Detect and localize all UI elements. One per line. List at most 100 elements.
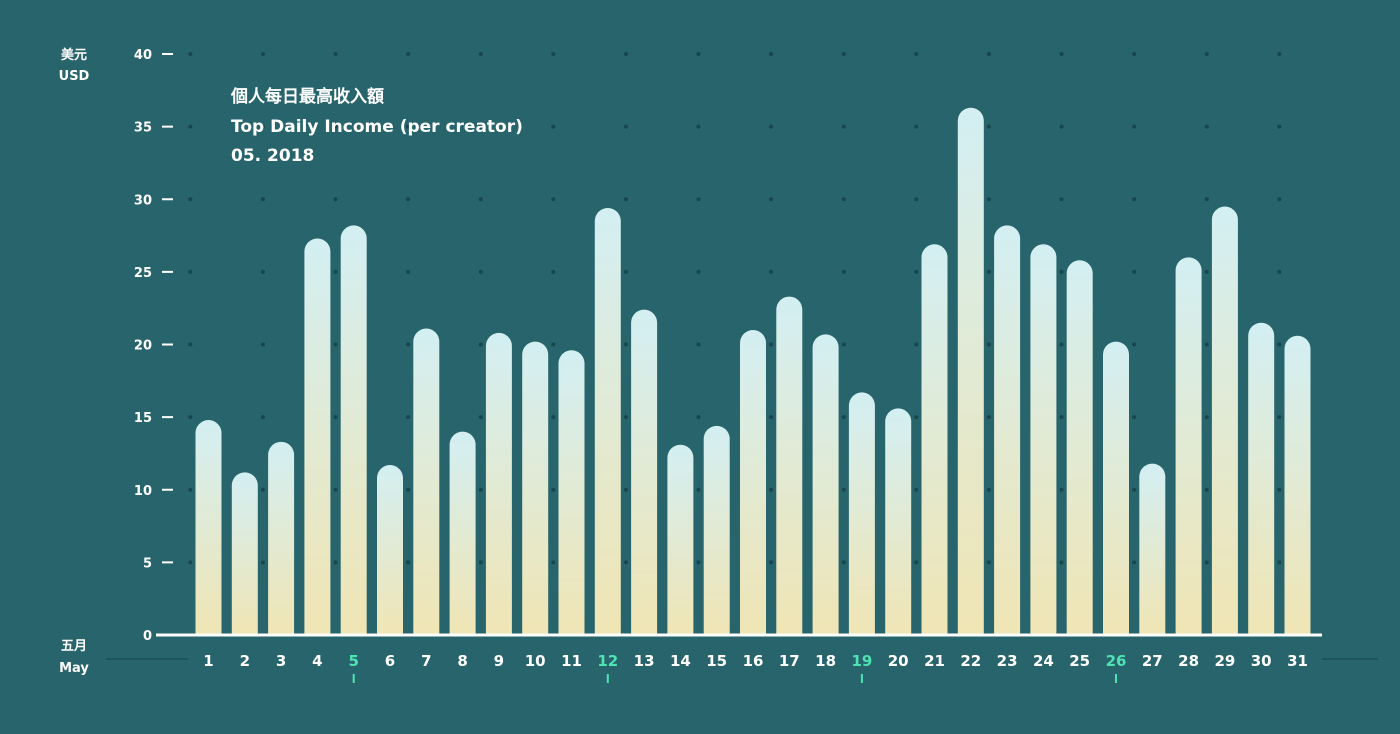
bars — [195, 107, 1311, 636]
x-tick-label: 12 — [597, 652, 618, 670]
bar-day-28 — [1175, 257, 1202, 635]
grid-dot — [1059, 487, 1064, 492]
grid-dot — [841, 52, 846, 56]
bar-day-8 — [449, 431, 476, 635]
bar-day-4 — [304, 238, 331, 635]
grid-dot — [478, 197, 483, 202]
grid-dot — [333, 52, 338, 56]
grid-dot — [914, 415, 919, 420]
x-tick-label: 17 — [779, 652, 800, 670]
grid-dot — [551, 124, 556, 129]
grid-dot — [406, 269, 411, 274]
grid-dot — [769, 124, 774, 129]
y-unit-label: 美元 USD — [59, 47, 90, 84]
grid-dot — [914, 197, 919, 202]
grid-dot — [1132, 342, 1137, 347]
grid-dot — [1059, 52, 1064, 56]
x-tick-label: 10 — [525, 652, 546, 670]
grid-dot — [260, 269, 265, 274]
title-chinese: 個人每日最高收入額 — [230, 86, 384, 107]
bar-day-10 — [522, 341, 549, 635]
x-tick-label: 7 — [421, 652, 431, 670]
title-date: 05. 2018 — [231, 146, 314, 166]
grid-dot — [1059, 560, 1064, 565]
grid-dot — [841, 269, 846, 274]
grid-dot — [333, 269, 338, 274]
grid-dot — [696, 560, 701, 565]
y-tick-label: 20 — [134, 339, 152, 354]
grid-dot — [188, 52, 193, 56]
grid-dot — [1277, 487, 1282, 492]
bar-day-2 — [231, 472, 258, 635]
grid-dot — [1277, 560, 1282, 565]
grid-dot — [624, 124, 628, 129]
x-tick-label: 13 — [634, 652, 655, 670]
bar-day-23 — [994, 225, 1021, 635]
grid-dot — [551, 197, 556, 202]
grid-dot — [696, 52, 701, 56]
y-tick-label: 40 — [134, 48, 152, 63]
grid-dot — [333, 560, 338, 565]
grid-dot — [260, 342, 265, 347]
bar-day-6 — [377, 465, 403, 635]
x-unit-label: 五月 May — [59, 639, 89, 676]
grid-dot — [624, 197, 628, 202]
x-tick-label: 31 — [1287, 652, 1308, 670]
grid-dot — [478, 52, 483, 56]
grid-dot — [551, 415, 556, 420]
grid-dot — [1059, 197, 1064, 202]
bar-day-13 — [631, 309, 658, 635]
x-tick-label: 24 — [1033, 652, 1054, 670]
grid-dot — [1132, 52, 1137, 56]
grid-dot — [914, 269, 919, 274]
x-tick-label: 22 — [960, 652, 981, 670]
grid-dot — [1132, 415, 1137, 420]
grid-dot — [1204, 487, 1209, 492]
x-tick-label: 15 — [706, 652, 727, 670]
x-tick-label: 20 — [888, 652, 909, 670]
grid-dot — [260, 560, 265, 565]
x-tick-label: 28 — [1178, 652, 1199, 670]
grid-dot — [1059, 415, 1064, 420]
bar-day-31 — [1284, 335, 1311, 635]
grid-dot — [624, 342, 628, 347]
grid-dot — [260, 124, 265, 129]
grid-dot — [260, 487, 265, 492]
grid-dot — [1132, 197, 1137, 202]
grid-dot — [478, 487, 483, 492]
grid-dot — [769, 342, 774, 347]
grid-dot — [986, 197, 991, 202]
bar-day-24 — [1030, 244, 1057, 635]
grid-dot — [406, 560, 411, 565]
grid-dot — [478, 415, 483, 420]
grid-dot — [841, 487, 846, 492]
x-tick-label: 1 — [203, 652, 213, 670]
x-tick-label: 30 — [1251, 652, 1272, 670]
x-unit-cn: 五月 — [61, 639, 87, 654]
grid-dot — [1277, 415, 1282, 420]
grid-dot — [769, 560, 774, 565]
y-tick-label: 30 — [134, 193, 152, 208]
grid-dot — [1277, 124, 1282, 129]
bar-day-14 — [667, 444, 694, 635]
grid-dot — [914, 560, 919, 565]
grid-dot — [986, 415, 991, 420]
grid-dot — [624, 52, 628, 56]
grid-dot — [551, 560, 556, 565]
grid-dot — [986, 342, 991, 347]
grid-dot — [624, 415, 628, 420]
y-tick-label: 25 — [134, 266, 152, 281]
grid-dot — [696, 197, 701, 202]
grid-dot — [406, 415, 411, 420]
x-unit-en: May — [59, 661, 89, 676]
x-tick-label: 8 — [457, 652, 467, 670]
bar-day-29 — [1211, 206, 1238, 635]
grid-dot — [188, 487, 193, 492]
grid-dot — [1204, 124, 1209, 129]
x-tick-label: 5 — [348, 652, 358, 670]
x-tick-label: 21 — [924, 652, 945, 670]
y-unit-en: USD — [59, 69, 90, 84]
y-tick-label: 15 — [134, 411, 152, 426]
